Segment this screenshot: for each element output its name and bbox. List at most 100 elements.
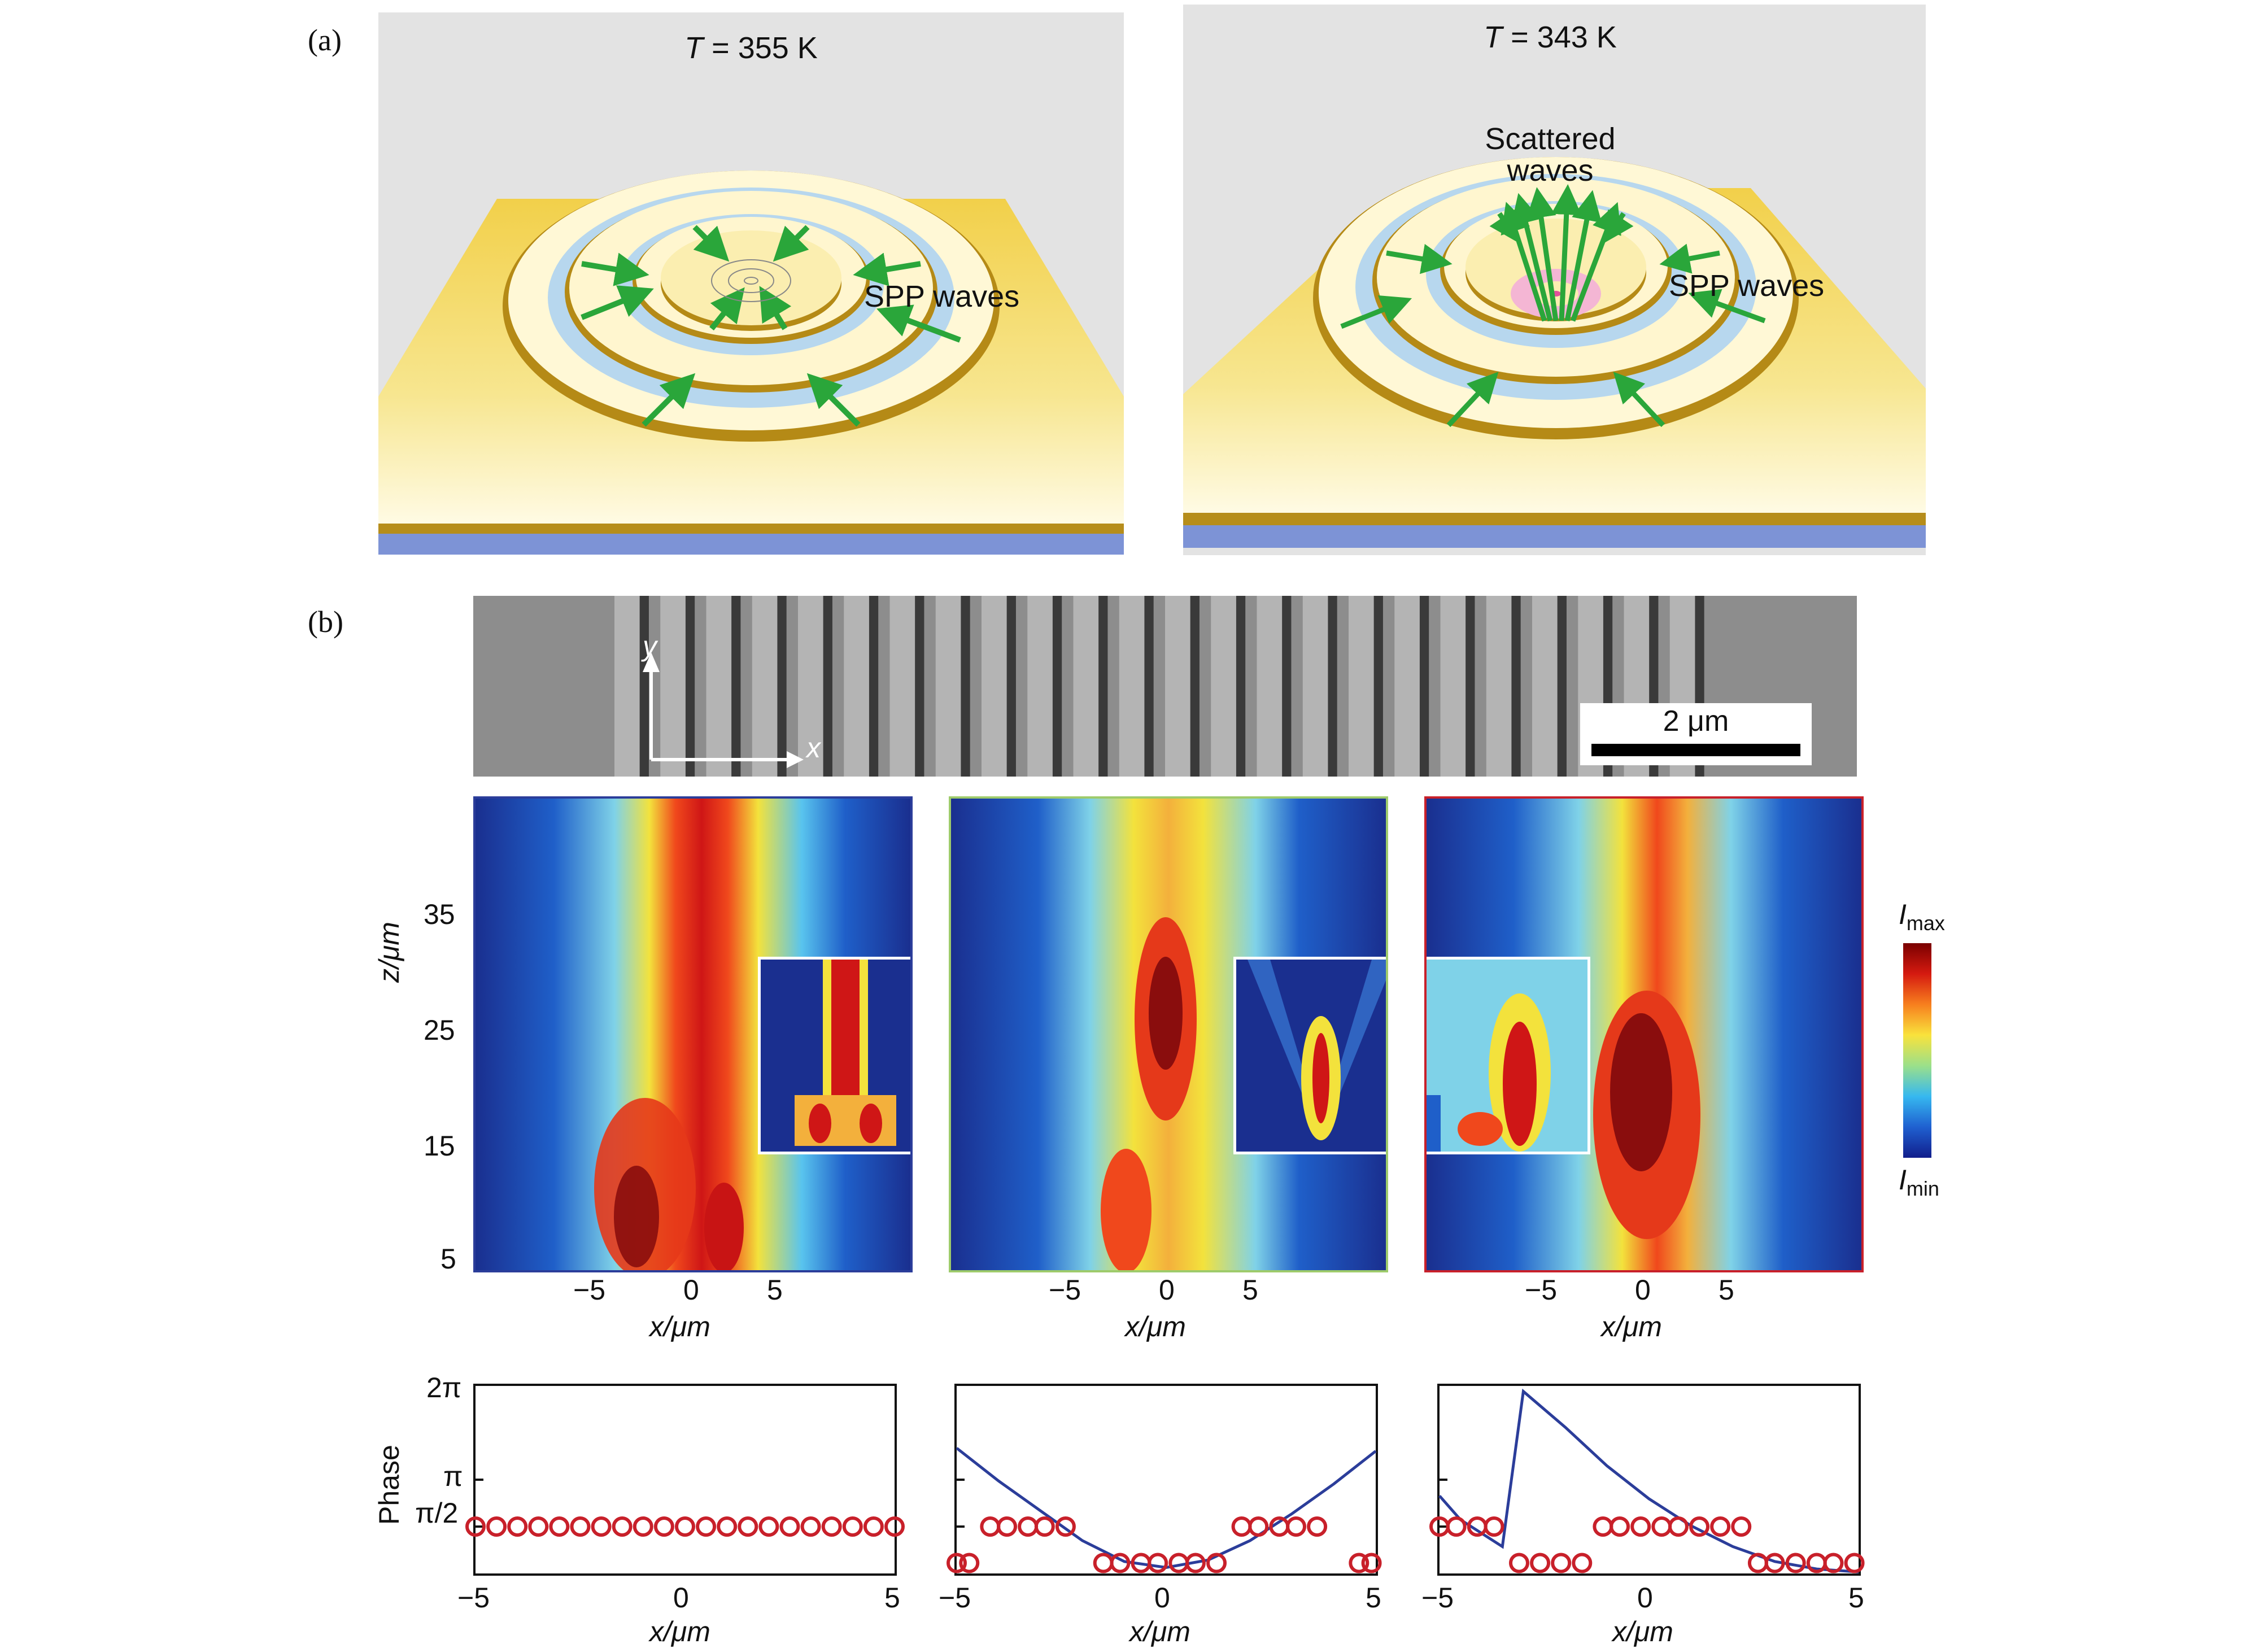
grating-ridge <box>706 596 732 777</box>
hm3-x-tick-neg5: −5 <box>1525 1274 1558 1306</box>
grating-ridge <box>1257 596 1283 777</box>
phase-point <box>1484 1516 1504 1537</box>
z-tick-25: 25 <box>424 1014 455 1046</box>
hm1-x-label: x/μm <box>649 1311 710 1342</box>
phase-point <box>1785 1553 1806 1573</box>
grating-ridge <box>1440 596 1466 777</box>
phase-point <box>486 1516 507 1537</box>
hm3-x-label: x/μm <box>1601 1311 1662 1342</box>
phase-axis-label: Phase <box>373 1445 405 1525</box>
phase-point <box>653 1516 674 1537</box>
grating-groove <box>1236 596 1246 777</box>
temperature-label-left: T = 355 K <box>684 31 818 65</box>
grating-groove <box>1419 596 1429 777</box>
grating-groove <box>823 596 832 777</box>
phase-point <box>1055 1516 1076 1537</box>
phase-point <box>1508 1553 1529 1573</box>
grating-ridge <box>614 596 640 777</box>
grating-ridge <box>1532 596 1558 777</box>
inset-right <box>1427 957 1590 1154</box>
phase-point <box>1206 1553 1227 1573</box>
phase-point <box>1361 1553 1382 1573</box>
scale-bar-box: 2 μm <box>1580 703 1812 765</box>
phase-point <box>1093 1553 1114 1573</box>
phase-point <box>1034 1516 1055 1537</box>
z-tick-15: 15 <box>424 1130 455 1162</box>
heatmap-right <box>1424 796 1864 1272</box>
phase-curve <box>956 1447 1377 1569</box>
phase-point <box>1110 1553 1131 1573</box>
grating-groove <box>961 596 970 777</box>
phase-point <box>1823 1553 1844 1573</box>
phase-point <box>959 1553 980 1573</box>
grating-groove <box>1511 596 1521 777</box>
phase-point <box>1349 1553 1369 1573</box>
grating-ridge <box>1211 596 1236 777</box>
grating-ridge <box>798 596 823 777</box>
hm2-x-tick-neg5: −5 <box>1049 1274 1081 1306</box>
phase2-x-tick-0: 0 <box>1154 1582 1170 1614</box>
grating-groove <box>1006 596 1016 777</box>
phase-point <box>1731 1516 1752 1537</box>
grating-groove <box>869 596 879 777</box>
phase-point <box>779 1516 800 1537</box>
phase1-x-tick-0: 0 <box>673 1582 689 1614</box>
hm1-x-tick-5: 5 <box>767 1274 783 1306</box>
phase-point <box>1286 1516 1307 1537</box>
phase-point <box>821 1516 842 1537</box>
scattered-waves-label: Scattered waves <box>1485 122 1616 188</box>
grating-ridge <box>982 596 1007 777</box>
z-tick-5: 5 <box>440 1243 456 1275</box>
grating-groove <box>1466 596 1475 777</box>
grating-groove <box>1373 596 1383 777</box>
phase-plot-area <box>465 1478 905 1537</box>
phase2-x-tick-5: 5 <box>1366 1582 1381 1614</box>
phase-point <box>1710 1516 1731 1537</box>
colorbar <box>1903 943 1931 1158</box>
temperature-label-right: T = 343 K <box>1484 20 1617 54</box>
grating-groove <box>1282 596 1292 777</box>
phase2-x-tick-neg5: −5 <box>939 1582 971 1614</box>
sem-axes-arrows <box>643 652 804 768</box>
grating-ridge <box>660 596 686 777</box>
phase-point <box>1248 1516 1269 1537</box>
phase-point <box>1844 1553 1865 1573</box>
phase-point <box>738 1516 758 1537</box>
phase-point <box>842 1516 863 1537</box>
scale-bar <box>1591 744 1800 756</box>
grating-ridge <box>844 596 869 777</box>
grating-ridge <box>1302 596 1328 777</box>
grating-groove <box>685 596 695 777</box>
phase3-x-tick-0: 0 <box>1637 1582 1653 1614</box>
phase-point <box>465 1516 486 1537</box>
phase-point <box>947 1553 967 1573</box>
phase2-x-label: x/μm <box>1129 1616 1190 1647</box>
phase-point <box>591 1516 612 1537</box>
phase1-x-label: x/μm <box>649 1616 710 1647</box>
phase-point <box>1610 1516 1630 1537</box>
grating-ridge <box>1027 596 1053 777</box>
phase-point <box>1689 1516 1710 1537</box>
phase-plot-area <box>947 1447 1382 1573</box>
grating-ridge <box>752 596 778 777</box>
grating-groove <box>1144 596 1154 777</box>
phase-curve <box>1438 1388 1859 1573</box>
colorbar-max-label: Imax <box>1899 899 1945 935</box>
phase-point <box>549 1516 570 1537</box>
grating-groove <box>1052 596 1062 777</box>
phase-point <box>1185 1553 1206 1573</box>
grating-groove <box>731 596 741 777</box>
phase1-x-tick-neg5: −5 <box>457 1582 490 1614</box>
hm3-x-tick-0: 0 <box>1635 1274 1651 1306</box>
hm2-x-label: x/μm <box>1125 1311 1186 1342</box>
grating-groove <box>1190 596 1200 777</box>
phase-point <box>1593 1516 1613 1537</box>
phase-point <box>1231 1516 1252 1537</box>
phase-point <box>1018 1516 1039 1537</box>
heatmap-middle <box>949 796 1388 1272</box>
hm3-x-tick-5: 5 <box>1719 1274 1734 1306</box>
phase-tick-pi: π <box>443 1460 463 1492</box>
phase-point <box>980 1516 1001 1537</box>
phase-plot-area <box>1429 1388 1865 1573</box>
phase-chart-2 <box>947 1384 1382 1576</box>
